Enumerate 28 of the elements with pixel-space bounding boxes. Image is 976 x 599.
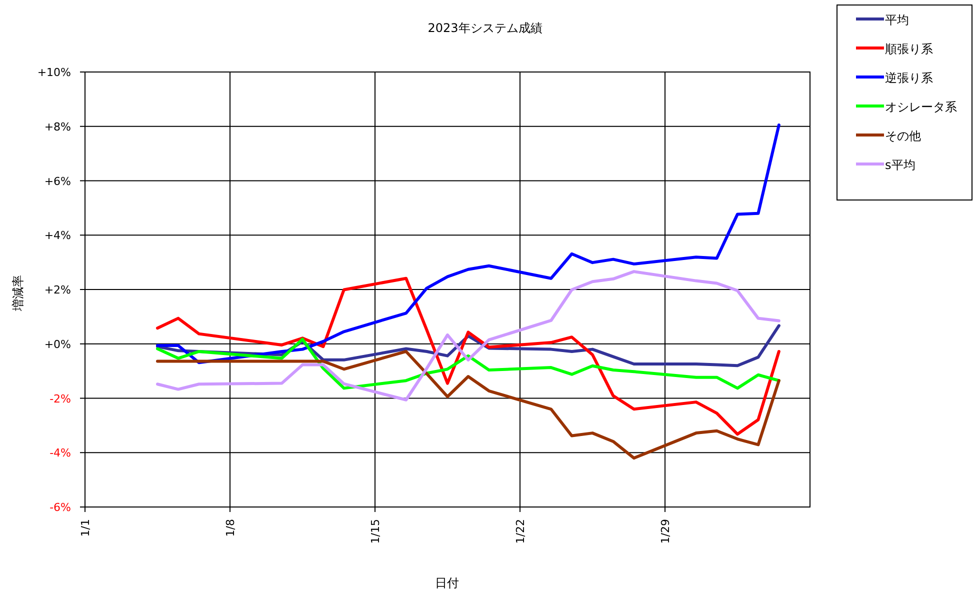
legend-label: 平均 xyxy=(885,13,909,27)
legend-label: 順張り系 xyxy=(885,42,933,56)
legend-label: その他 xyxy=(885,129,921,143)
x-tick-label: 1/8 xyxy=(224,519,237,537)
x-tick-label: 1/15 xyxy=(369,519,382,544)
legend-label: 逆張り系 xyxy=(885,71,933,85)
legend-label: s平均 xyxy=(885,158,916,172)
y-tick-label: +8% xyxy=(44,120,71,134)
legend-label: オシレータ系 xyxy=(885,100,957,114)
y-tick-label: +0% xyxy=(44,338,71,351)
y-tick-label: +6% xyxy=(44,174,71,188)
chart-title: 2023年システム成績 xyxy=(428,21,542,35)
line-series xyxy=(156,350,780,460)
line-series xyxy=(156,276,780,436)
y-tick-label: -2% xyxy=(50,392,71,406)
y-tick-label: +2% xyxy=(44,284,71,296)
line-series xyxy=(156,338,780,390)
y-tick-label: +10% xyxy=(37,66,71,79)
x-axis-title: 日付 xyxy=(435,576,459,590)
y-tick-label: +4% xyxy=(44,229,71,242)
y-tick-label: -4% xyxy=(50,446,71,460)
x-tick-label: 1/29 xyxy=(659,519,672,544)
y-tick-label: -6% xyxy=(50,501,71,514)
line-series xyxy=(156,270,780,402)
x-tick-label: 1/22 xyxy=(514,519,527,544)
line-series xyxy=(156,124,780,364)
x-tick-label: 1/1 xyxy=(79,519,92,537)
y-axis-title: 増減率 xyxy=(11,275,25,312)
